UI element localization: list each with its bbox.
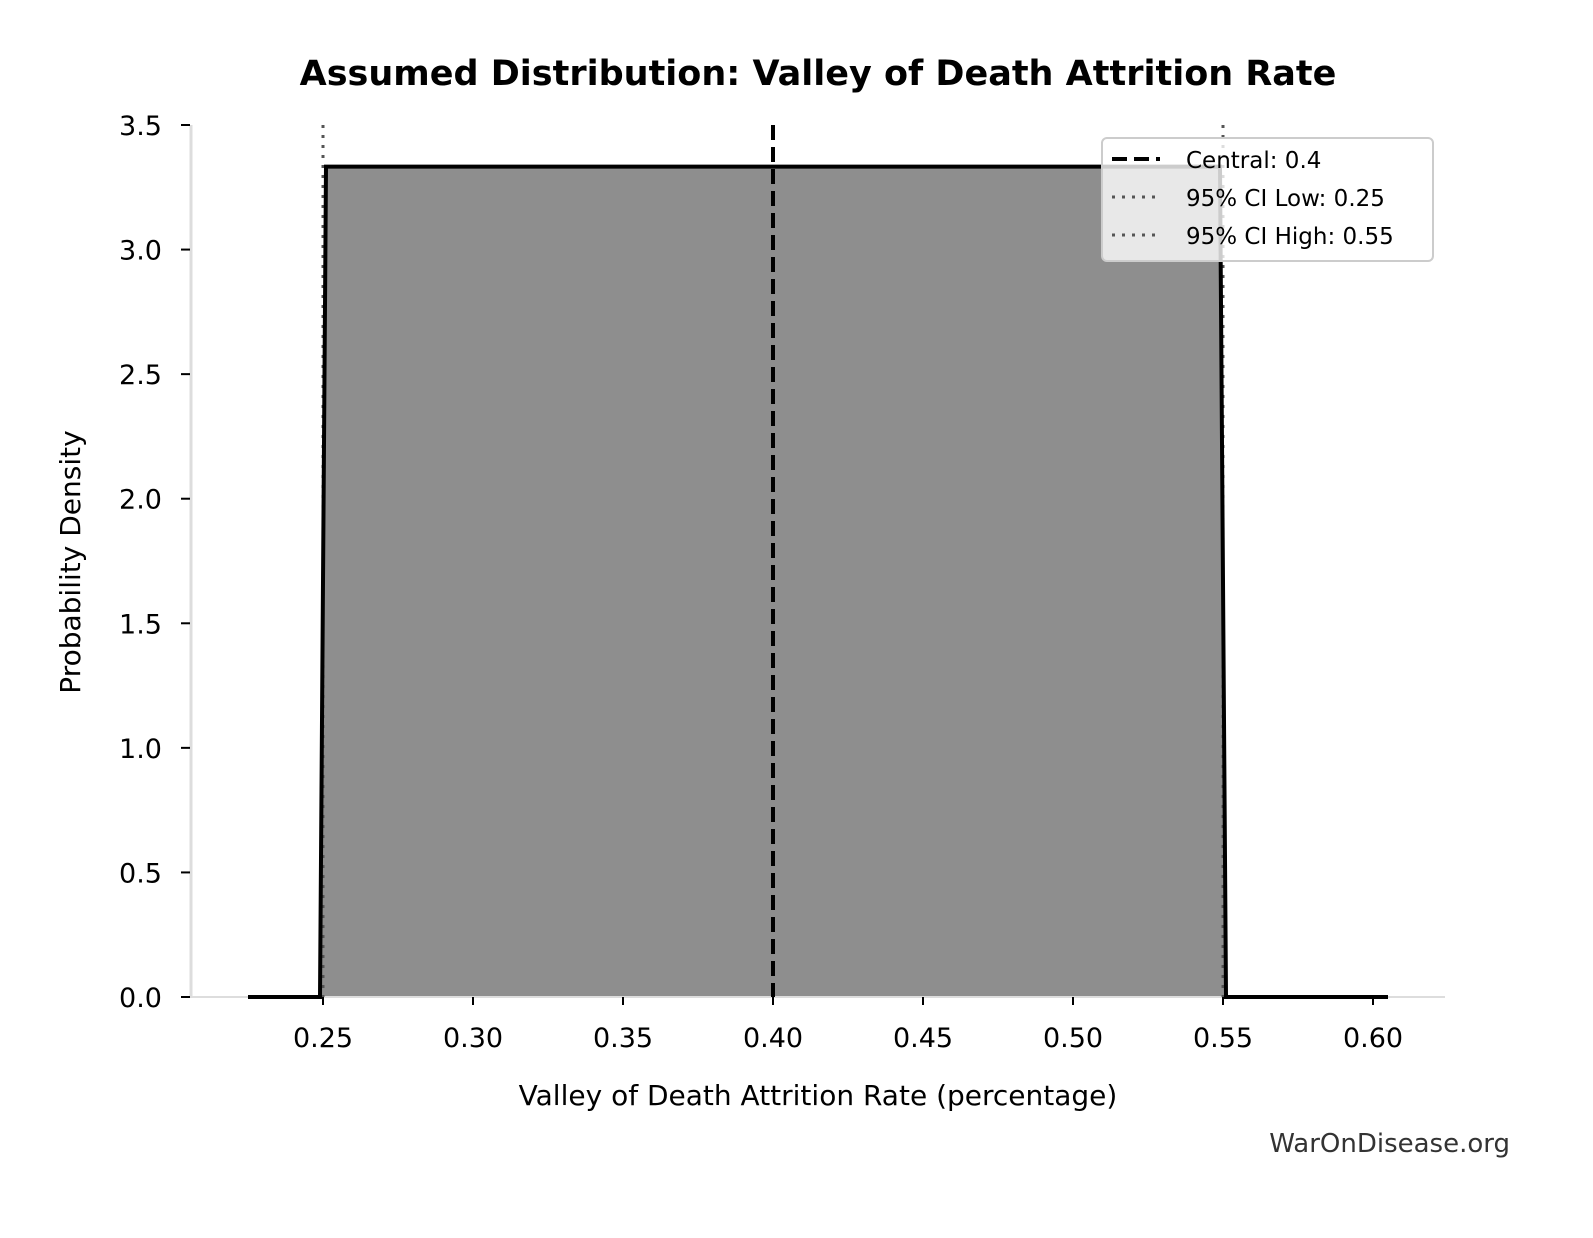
x-tick-label: 0.45 <box>893 1023 953 1054</box>
y-tick-label: 3.5 <box>119 111 162 142</box>
y-tick-label: 1.5 <box>119 609 162 640</box>
chart-title: Assumed Distribution: Valley of Death At… <box>300 54 1337 94</box>
y-tick-label: 1.0 <box>119 734 162 765</box>
plot-area: 0.25 0.30 0.35 0.40 0.45 0.50 0.55 0.60 0.0 0.5 1.… <box>119 111 1445 1054</box>
y-tick-label: 3.0 <box>119 236 162 267</box>
legend: Central: 0.4 95% CI Low: 0.25 95% CI High:… <box>1101 137 1434 262</box>
legend-label-2: 95% CI High: 0.55 <box>1186 224 1394 250</box>
y-tick-label: 0.0 <box>119 983 162 1014</box>
y-tick-label: 2.5 <box>119 360 162 391</box>
x-tick-label: 0.55 <box>1193 1023 1253 1054</box>
x-tick-label: 0.30 <box>443 1023 503 1054</box>
y-axis-label: Probability Density <box>54 430 87 693</box>
x-tick-label: 0.35 <box>593 1023 653 1054</box>
x-tick-label: 0.50 <box>1043 1023 1103 1054</box>
x-tick-label: 0.25 <box>293 1023 353 1054</box>
distribution-line <box>248 164 1388 999</box>
legend-box <box>1101 137 1434 262</box>
distribution-fill <box>248 166 1388 997</box>
legend-label-0: Central: 0.4 <box>1186 148 1321 174</box>
y-tick-label: 0.5 <box>119 858 162 889</box>
watermark: WarOnDisease.org <box>1269 1129 1510 1159</box>
x-axis-label: Valley of Death Attrition Rate (percenta… <box>519 1079 1118 1112</box>
x-tick-label: 0.60 <box>1343 1023 1403 1054</box>
x-tick-label: 0.40 <box>743 1023 803 1054</box>
legend-label-1: 95% CI Low: 0.25 <box>1186 186 1385 212</box>
y-tick-label: 2.0 <box>119 485 162 516</box>
